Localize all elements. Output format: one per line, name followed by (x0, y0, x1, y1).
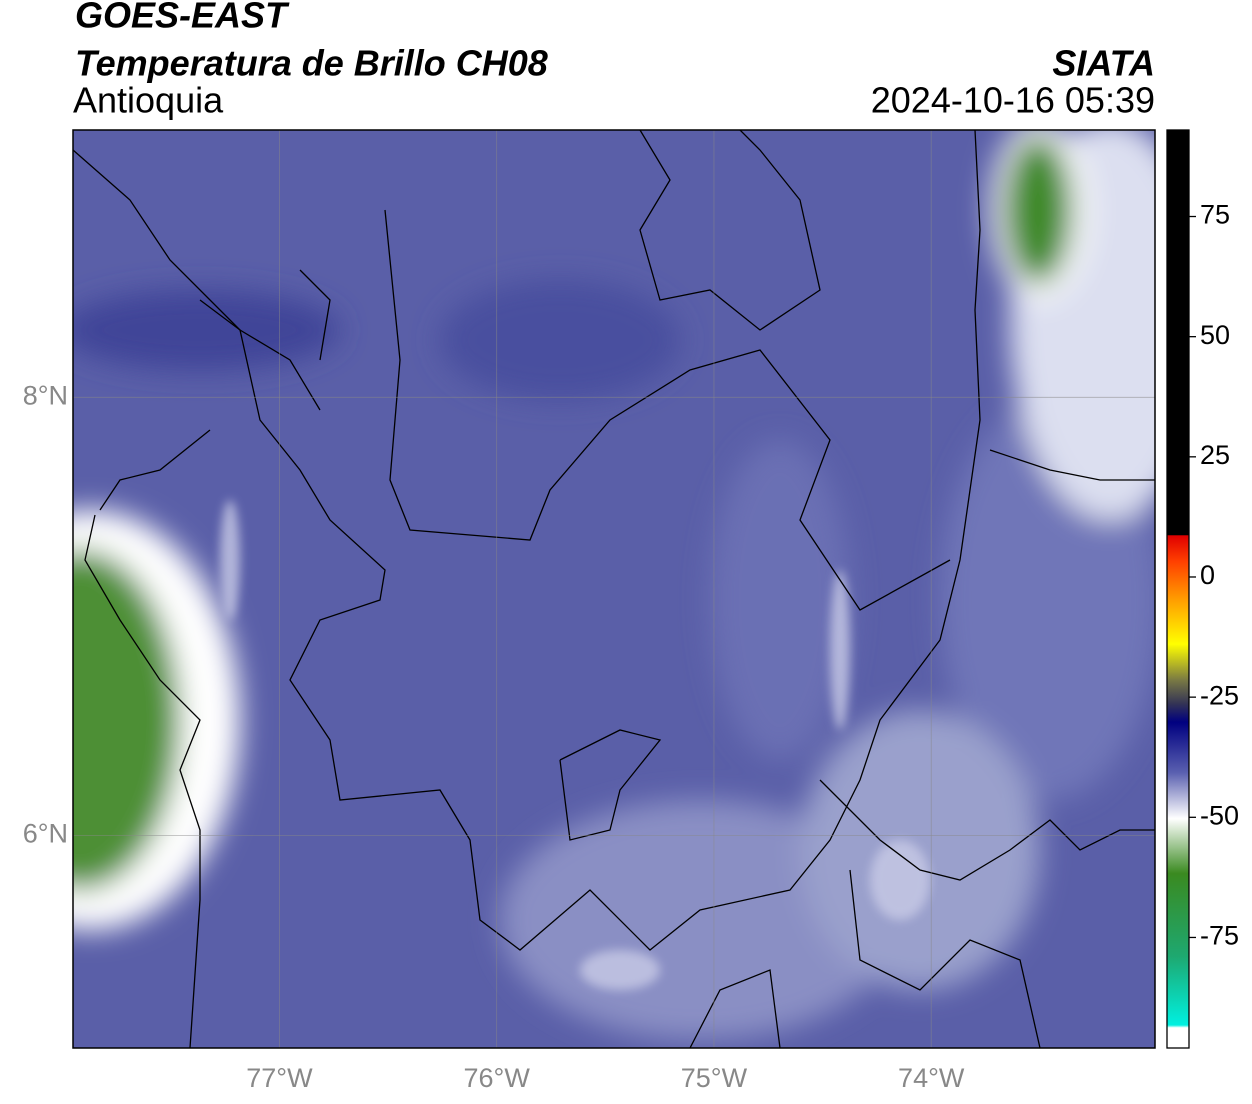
colorbar-tick-label: 75 (1200, 200, 1230, 230)
x-tick-label: 77°W (246, 1063, 313, 1093)
colorbar-tick-label: -75 (1200, 921, 1239, 951)
source: SIATA (1052, 43, 1155, 84)
colorbar-tick-label: -50 (1200, 800, 1239, 830)
borders (73, 130, 1155, 1048)
title: GOES-EAST (75, 0, 290, 36)
satellite-image (73, 130, 1155, 1048)
x-tick-label: 76°W (464, 1063, 531, 1093)
x-tick-label: 75°W (681, 1063, 748, 1093)
colorbar-tick-label: 0 (1200, 560, 1215, 590)
datetime: 2024-10-16 05:39 (871, 80, 1155, 121)
x-tick-label: 74°W (898, 1063, 965, 1093)
y-tick-label: 8°N (23, 380, 68, 410)
subtitle: Temperatura de Brillo CH08 (75, 43, 548, 84)
colorbar (1166, 129, 1190, 1049)
colorbar-tick-label: 25 (1200, 440, 1230, 470)
map-frame (72, 129, 1156, 1049)
colorbar-tick-label: 50 (1200, 320, 1230, 350)
region: Antioquia (73, 80, 224, 121)
y-tick-label: 6°N (23, 819, 68, 849)
colorbar-tick-label: -25 (1200, 680, 1239, 710)
